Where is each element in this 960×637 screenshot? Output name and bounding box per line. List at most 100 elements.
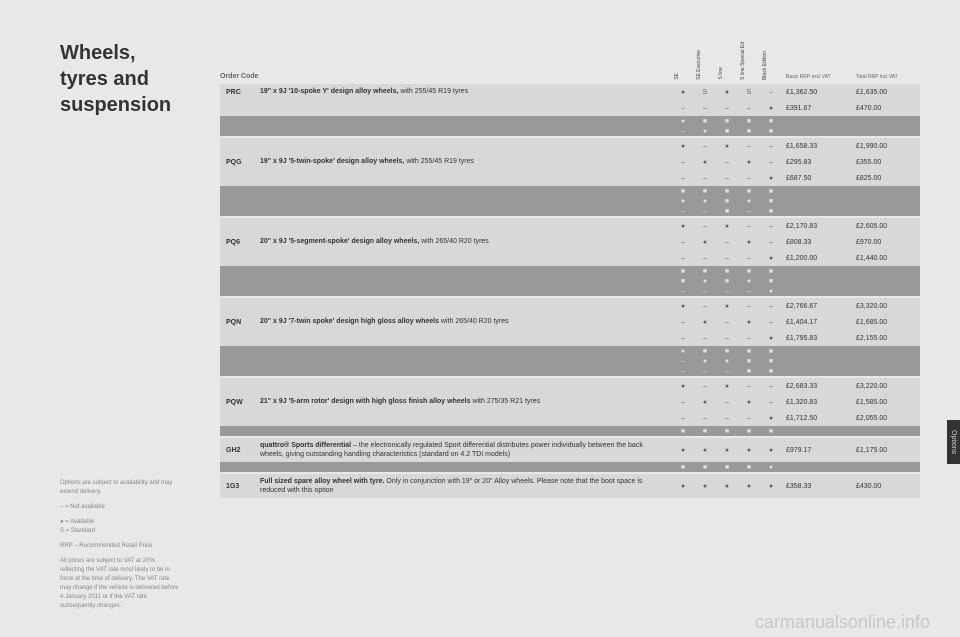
mark: ● xyxy=(696,319,714,326)
mark: – xyxy=(762,303,780,310)
mark: ● xyxy=(674,223,692,230)
mark: ● xyxy=(762,105,780,112)
option-row: ––––●£1,200.00£1,440.00 xyxy=(220,250,920,266)
mark: ● xyxy=(762,255,780,262)
mark: – xyxy=(718,415,736,422)
availability-marks: ––––● xyxy=(674,105,780,112)
col-black: Black Edition xyxy=(762,51,780,80)
mark: ● xyxy=(718,89,736,96)
mark: ● xyxy=(696,447,714,454)
mark: – xyxy=(696,175,714,182)
header-variant-cols: SE SE Executive S line S line Special Ed… xyxy=(674,42,780,80)
price-ex-vat: £2,766.67 xyxy=(780,303,850,310)
option-row-variant: ●■■■■ xyxy=(220,346,920,356)
title-line-3: suspension xyxy=(60,92,180,118)
availability-marks: –●–●– xyxy=(674,319,780,326)
mark: ● xyxy=(762,335,780,342)
availability-marks: ––––● xyxy=(674,415,780,422)
mark: – xyxy=(674,319,692,326)
option-row: ●–●––£2,170.83£2,605.00 xyxy=(220,218,920,234)
option-row: PQW21" x 9J '5-arm rotor' design with hi… xyxy=(220,394,920,410)
price-inc-vat: £355.00 xyxy=(850,159,920,166)
price-ex-vat: £295.83 xyxy=(780,159,850,166)
title-line-1: Wheels, xyxy=(60,40,180,66)
mark: – xyxy=(674,239,692,246)
header-ordercode: Order Code xyxy=(220,73,260,80)
price-ex-vat: £1,200.00 xyxy=(780,255,850,262)
availability-marks: ●–●–– xyxy=(674,143,780,150)
mark: ● xyxy=(718,383,736,390)
mark: – xyxy=(762,143,780,150)
mark: – xyxy=(696,415,714,422)
price-inc-vat: £430.00 xyxy=(850,483,920,490)
col-se-exec: SE Executive xyxy=(696,50,714,80)
mark: – xyxy=(718,319,736,326)
option-row: ––––●£1,795.83£2,155.00 xyxy=(220,330,920,346)
legend: Options are subject to availability and … xyxy=(60,479,180,617)
price-inc-vat: £3,220.00 xyxy=(850,383,920,390)
legend-availability: Options are subject to availability and … xyxy=(60,479,180,497)
availability-marks: ●–●–– xyxy=(674,223,780,230)
mark: – xyxy=(718,105,736,112)
price-inc-vat: £1,990.00 xyxy=(850,143,920,150)
title-line-2: tyres and xyxy=(60,66,180,92)
mark: ● xyxy=(740,159,758,166)
mark: – xyxy=(674,255,692,262)
option-row: PQG19" x 9J '5-twin-spoke' design alloy … xyxy=(220,154,920,170)
option-code: 1G3 xyxy=(220,483,260,490)
mark: – xyxy=(762,89,780,96)
option-code: PQW xyxy=(220,399,260,406)
price-inc-vat: £2,155.00 xyxy=(850,335,920,342)
price-ex-vat: £2,170.83 xyxy=(780,223,850,230)
mark: – xyxy=(696,105,714,112)
price-ex-vat: £1,362.50 xyxy=(780,89,850,96)
price-inc-vat: £1,635.00 xyxy=(850,89,920,96)
header-price-ex: Basic RRP excl VAT xyxy=(780,74,850,80)
option-group: 1G3Full sized spare alloy wheel with tyr… xyxy=(220,474,920,498)
option-code: PRC xyxy=(220,89,260,96)
mark: ● xyxy=(674,143,692,150)
option-row: ––––●£687.50£825.00 xyxy=(220,170,920,186)
option-desc: quattro® Sports differential – the elect… xyxy=(260,441,674,459)
option-row-variant: –●●■■ xyxy=(220,356,920,366)
option-desc: 20" x 9J '7-twin spoke' design high glos… xyxy=(260,317,674,326)
option-row: PRC19" x 9J '10-spoke Y' design alloy wh… xyxy=(220,84,920,100)
mark: – xyxy=(696,255,714,262)
price-inc-vat: £1,175.00 xyxy=(850,447,920,454)
mark: – xyxy=(718,239,736,246)
mark: ● xyxy=(740,319,758,326)
mark: ● xyxy=(718,223,736,230)
option-group: ●–●––£1,658.33£1,990.00PQG19" x 9J '5-tw… xyxy=(220,138,920,216)
mark: ● xyxy=(718,303,736,310)
mark: ● xyxy=(696,159,714,166)
price-inc-vat: £2,055.00 xyxy=(850,415,920,422)
mark: – xyxy=(762,239,780,246)
mark: ● xyxy=(696,399,714,406)
mark: ● xyxy=(674,447,692,454)
price-ex-vat: £1,795.83 xyxy=(780,335,850,342)
mark: – xyxy=(718,159,736,166)
page-title: Wheels, tyres and suspension xyxy=(60,40,180,118)
option-row-variant: ––––● xyxy=(220,286,920,296)
main-table: Order Code SE SE Executive S line S line… xyxy=(200,0,960,637)
mark: ● xyxy=(762,175,780,182)
option-row-variant: ●●■●■ xyxy=(220,196,920,206)
legend-na: – = Not available xyxy=(60,503,180,512)
availability-marks: ––––● xyxy=(674,175,780,182)
availability-marks: ●●●●● xyxy=(674,447,780,454)
availability-marks: –●–●– xyxy=(674,399,780,406)
price-ex-vat: £2,683.33 xyxy=(780,383,850,390)
option-row: ––––●£391.67£470.00 xyxy=(220,100,920,116)
mark: – xyxy=(762,159,780,166)
option-group: ●–●––£2,683.33£3,220.00PQW21" x 9J '5-ar… xyxy=(220,378,920,436)
table-body: PRC19" x 9J '10-spoke Y' design alloy wh… xyxy=(220,84,920,627)
mark: – xyxy=(718,399,736,406)
mark: – xyxy=(674,335,692,342)
option-row: ●–●––£2,683.33£3,220.00 xyxy=(220,378,920,394)
mark: – xyxy=(696,223,714,230)
col-se: SE xyxy=(674,73,692,80)
price-ex-vat: £979.17 xyxy=(780,447,850,454)
mark: – xyxy=(718,255,736,262)
price-ex-vat: £1,404.17 xyxy=(780,319,850,326)
price-inc-vat: £1,685.00 xyxy=(850,319,920,326)
